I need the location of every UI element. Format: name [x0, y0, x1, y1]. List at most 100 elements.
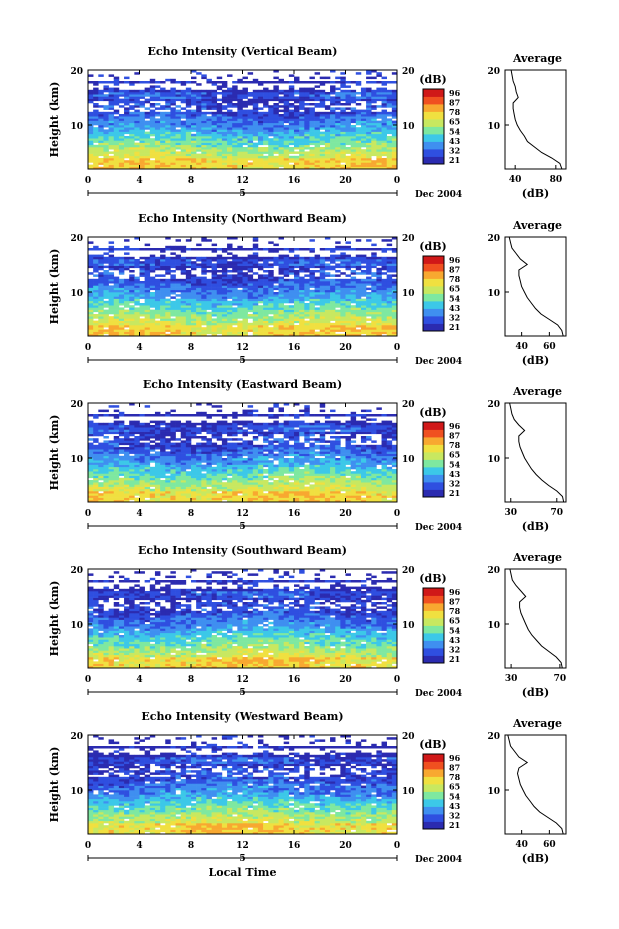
heatmap-cell — [330, 278, 336, 282]
heatmap-cell — [113, 331, 120, 335]
heatmap-cell — [268, 278, 274, 282]
heatmap-cell — [350, 289, 357, 293]
heatmap-cell — [386, 270, 393, 273]
heatmap-cell — [381, 289, 387, 293]
heatmap-cell — [304, 142, 310, 146]
heatmap-cell — [232, 493, 238, 496]
heatmap-cell — [283, 289, 290, 293]
heatmap-cell — [360, 94, 367, 97]
heatmap-cell — [201, 294, 207, 297]
heatmap-cell — [98, 331, 104, 335]
heatmap-cell — [288, 270, 295, 273]
heatmap-cell — [299, 114, 305, 117]
heatmap-cell — [257, 166, 264, 170]
heatmap-cell — [211, 256, 218, 260]
heatmap-cell — [366, 482, 372, 485]
heatmap-cell — [386, 318, 393, 321]
heatmap-cell — [216, 147, 223, 150]
heatmap-cell — [242, 160, 248, 163]
heatmap-cell — [154, 259, 161, 262]
heatmap-cell — [93, 298, 99, 302]
heatmap-cell — [360, 294, 367, 297]
heatmap-cell — [237, 294, 243, 297]
heatmap-cell — [268, 493, 274, 496]
heatmap-cell — [273, 98, 279, 102]
heatmap-cell — [144, 283, 151, 286]
heatmap-cell — [154, 289, 161, 293]
heatmap-cell — [206, 499, 212, 503]
heatmap-cell — [371, 94, 377, 97]
heatmap-cell — [376, 278, 382, 282]
heatmap-cell — [330, 497, 336, 501]
heatmap-cell — [154, 320, 161, 324]
heatmap-cell — [227, 243, 233, 247]
heatmap-cell — [350, 276, 357, 280]
heatmap-cell — [242, 287, 248, 291]
heatmap-cell — [273, 164, 279, 168]
heatmap-cell — [391, 111, 398, 115]
heatmap-cell — [118, 164, 125, 168]
heatmap-cell — [299, 120, 305, 124]
heatmap-cell — [330, 322, 336, 326]
heatmap-cell — [154, 160, 161, 163]
heatmap-cell — [98, 127, 104, 130]
heatmap-cell — [386, 322, 393, 326]
heatmap-cell — [335, 149, 341, 152]
heatmap-cell — [340, 136, 346, 139]
heatmap-cell — [232, 142, 238, 146]
heatmap-cell — [180, 281, 187, 284]
heatmap-cell — [88, 305, 94, 308]
heatmap-cell — [201, 495, 207, 498]
heatmap-cell — [371, 144, 377, 148]
heatmap-cell — [355, 129, 362, 132]
heatmap-cell — [299, 270, 305, 273]
heatmap-cell — [165, 133, 171, 137]
heatmap-cell — [247, 307, 254, 310]
heatmap-cell — [309, 116, 315, 119]
heatmap-cell — [170, 333, 176, 337]
heatmap-cell — [288, 87, 295, 91]
heatmap-cell — [263, 114, 269, 117]
heatmap-cell — [360, 160, 367, 163]
heatmap-cell — [221, 114, 228, 117]
heatmap-cell — [88, 316, 94, 319]
heatmap-cell — [139, 118, 145, 121]
heatmap-cell — [263, 497, 269, 501]
heatmap-cell — [227, 155, 233, 159]
heatmap-cell — [278, 493, 284, 496]
heatmap-cell — [118, 497, 125, 501]
heatmap-cell — [268, 272, 274, 275]
heatmap-cell — [191, 103, 197, 106]
heatmap-cell — [355, 495, 362, 498]
colorbar-swatch — [423, 141, 444, 150]
heatmap-cell — [149, 294, 156, 297]
heatmap-cell — [175, 495, 181, 498]
heatmap-cell — [144, 136, 151, 139]
heatmap-cell — [386, 285, 393, 288]
heatmap-cell — [206, 120, 212, 124]
heatmap-cell — [124, 480, 130, 483]
heatmap-cell — [371, 300, 377, 304]
heatmap-cell — [335, 245, 341, 249]
heatmap-cell — [206, 89, 212, 93]
heatmap-cell — [252, 151, 259, 154]
heatmap-cell — [170, 491, 176, 494]
heatmap-cell — [386, 138, 393, 141]
heatmap-cell — [237, 158, 243, 161]
heatmap-cell — [144, 281, 151, 284]
heatmap-cell — [366, 153, 372, 157]
heatmap-cell — [319, 265, 326, 269]
heatmap-cell — [118, 294, 125, 297]
heatmap-cell — [247, 278, 254, 282]
heatmap-cell — [335, 289, 341, 293]
heatmap-cell — [309, 272, 315, 275]
colorbar-unit: (dB) — [419, 240, 446, 253]
heatmap-cell — [88, 484, 94, 487]
heatmap-cell — [93, 131, 99, 135]
heatmap-cell — [309, 129, 315, 132]
heatmap-cell — [252, 142, 259, 146]
heatmap-cell — [191, 292, 197, 295]
heatmap-cell — [355, 491, 362, 494]
heatmap-cell — [324, 158, 331, 161]
heatmap-cell — [154, 153, 161, 157]
